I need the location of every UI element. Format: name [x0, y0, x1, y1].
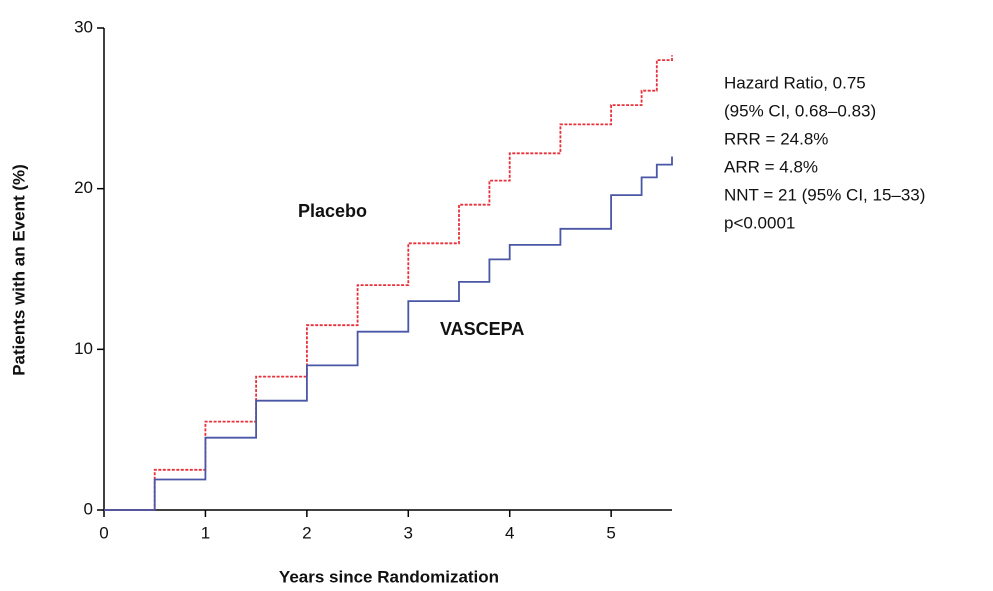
annotation: p<0.0001	[724, 213, 795, 232]
series-line	[104, 156, 673, 511]
series-line	[104, 55, 673, 511]
y-tick-label: 20	[74, 178, 93, 197]
x-tick-label: 3	[404, 523, 413, 542]
annotation: RRR = 24.8%	[724, 129, 828, 148]
x-tick-label: 1	[201, 523, 210, 542]
x-tick-label: 0	[99, 523, 108, 542]
x-tick-label: 2	[302, 523, 311, 542]
x-tick-label: 4	[505, 523, 514, 542]
y-tick-label: 30	[74, 17, 93, 36]
x-axis-title: Years since Randomization	[279, 567, 499, 586]
annotation: NNT = 21 (95% CI, 15–33)	[724, 185, 925, 204]
series-label: Placebo	[298, 201, 367, 221]
annotation: (95% CI, 0.68–0.83)	[724, 101, 876, 120]
series-label: VASCEPA	[440, 319, 524, 339]
y-axis-title: Patients with an Event (%)	[9, 164, 28, 376]
y-tick-label: 0	[84, 499, 93, 518]
annotation: ARR = 4.8%	[724, 157, 818, 176]
x-tick-label: 5	[606, 523, 615, 542]
annotation: Hazard Ratio, 0.75	[724, 73, 866, 92]
y-tick-label: 10	[74, 339, 93, 358]
